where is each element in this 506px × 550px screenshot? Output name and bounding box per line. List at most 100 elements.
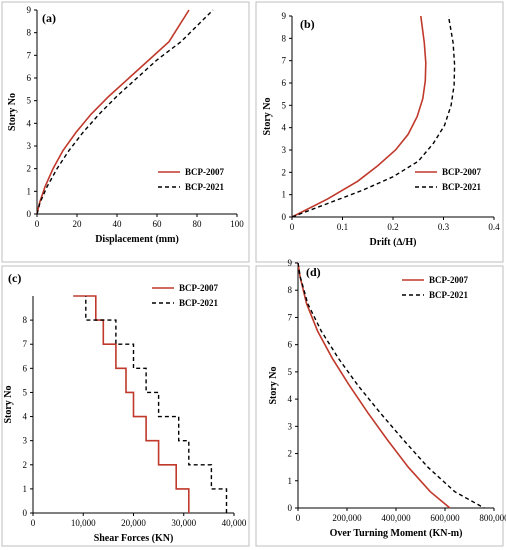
- panel-b-y-tick-label: 0: [282, 212, 287, 222]
- panel-b-border: [255, 1, 504, 263]
- panel-a-x-axis-title: Displacement (mm): [95, 234, 179, 245]
- panel-a-x-tick-label: 100: [230, 219, 244, 229]
- panel-b-x-tick-label: 0.4: [488, 222, 500, 232]
- panel-d-y-tick-label: 6: [288, 340, 293, 350]
- panel-c: 0 10,000 20,000 30,000 40,000 0 1 2 3 4 5 6 7 8 Shear …: [1, 265, 250, 547]
- panel-a-y-tick-label: 8: [27, 28, 32, 38]
- panel-a-y-tick-label: 2: [27, 164, 32, 174]
- panel-c-x-tick-label: 0: [31, 518, 36, 528]
- panel-a-y-tick-label: 3: [27, 141, 32, 151]
- panel-a-y-tick-label: 0: [27, 209, 32, 219]
- panel-d-tag: (d): [306, 265, 321, 279]
- panel-a-series-bcp-2021: [36, 9, 214, 215]
- panel-d-border: [255, 265, 504, 547]
- panel-a-y-tick-label: 7: [27, 50, 32, 60]
- panel-a-y-tick-label: 9: [27, 5, 32, 15]
- panel-a-y-tick-label: 5: [27, 96, 32, 106]
- panel-a-x-tick-label: 0: [35, 219, 40, 229]
- panel-c-y-tick-label: 4: [23, 412, 28, 422]
- panel-a-x-tick-label: 40: [113, 219, 123, 229]
- panel-b-x-tick-label: 0: [290, 222, 295, 232]
- panel-d-x-axis-title: Over Turning Moment (KN-m): [330, 528, 463, 539]
- panel-d-series-bcp-2007: [297, 262, 451, 509]
- panel-b-y-tick-label: 3: [282, 145, 287, 155]
- panel-d-x-tick-label: 200,000: [332, 513, 362, 523]
- panel-b-y-axis-title: Story No: [262, 97, 273, 135]
- panel-a-y-tick-label: 6: [27, 73, 32, 83]
- panel-c-y-tick-label: 1: [23, 484, 28, 494]
- panel-c-y-tick-label: 3: [23, 436, 28, 446]
- panel-d-y-axis-title: Story No: [268, 366, 279, 404]
- panel-b-tag: (b): [300, 17, 315, 31]
- panel-c-legend-label: BCP-2007: [179, 283, 218, 293]
- panel-b-legend-label: BCP-2007: [442, 167, 481, 177]
- panel-a-x-tick-label: 20: [73, 219, 83, 229]
- panel-a-y-tick-label: 1: [27, 186, 32, 196]
- panel-b-series-bcp-2021: [291, 15, 456, 218]
- panel-b-y-tick-label: 5: [282, 100, 287, 110]
- panel-d-y-tick-label: 2: [288, 449, 293, 459]
- panel-b-y-tick-label: 8: [282, 33, 287, 43]
- panel-c-legend: BCP-2007 BCP-2021: [152, 283, 218, 308]
- panel-a-border: [1, 1, 250, 263]
- panel-a-x-tick-label: 60: [153, 219, 163, 229]
- panel-a-y-tick-label: 4: [27, 118, 32, 128]
- panel-b-series-bcp-2007: [291, 15, 427, 218]
- panel-d-y-tick-label: 5: [288, 367, 293, 377]
- panel-d-y-tick-label: 4: [288, 394, 293, 404]
- panel-b-y-tick-label: 9: [282, 11, 287, 21]
- panel-b-y-tick-label: 2: [282, 167, 287, 177]
- panel-d-legend-label: BCP-2021: [429, 290, 468, 300]
- panel-d-y-tick-label: 7: [288, 312, 293, 322]
- panel-b-x-tick-label: 0.1: [337, 222, 348, 232]
- panel-c-y-tick-label: 7: [23, 339, 28, 349]
- panel-a-tag: (a): [42, 11, 56, 25]
- panel-b-legend: BCP-2007 BCP-2021: [415, 167, 481, 192]
- panel-b-y-tick-label: 1: [282, 190, 287, 200]
- panel-d-x-tick-label: 400,000: [381, 513, 411, 523]
- panel-d-y-tick-label: 9: [288, 258, 293, 268]
- panel-b-x-tick-label: 0.3: [438, 222, 450, 232]
- panel-a-y-axis-title: Story No: [7, 93, 18, 131]
- panel-a-x-tick-label: 80: [193, 219, 203, 229]
- panel-d-legend: BCP-2007 BCP-2021: [402, 275, 468, 300]
- panel-c-y-tick-label: 6: [23, 363, 28, 373]
- panel-c-tag: (c): [8, 271, 21, 285]
- panel-d-x-tick-label: 600,000: [430, 513, 460, 523]
- panel-c-x-tick-label: 30,000: [171, 518, 196, 528]
- panel-d-y-tick-label: 8: [288, 285, 293, 295]
- panel-c-x-tick-label: 20,000: [121, 518, 146, 528]
- panel-a: 0 20 40 60 80 100 0 1 2 3 4 5 6 7 8 9 Displacement (mm) S…: [1, 1, 250, 263]
- panel-c-x-tick-label: 40,000: [222, 518, 247, 528]
- panel-a-legend: BCP-2007 BCP-2021: [158, 167, 224, 192]
- panel-c-series-bcp-2007: [73, 295, 190, 513]
- panel-b-y-tick-label: 7: [282, 56, 287, 66]
- panel-b-y-tick-label: 4: [282, 123, 287, 133]
- panel-c-border: [1, 265, 250, 547]
- panel-c-x-axis-title: Shear Forces (KN): [94, 533, 174, 544]
- panel-c-legend-label: BCP-2021: [179, 298, 218, 308]
- panel-c-y-tick-label: 0: [23, 508, 28, 518]
- panel-b-x-tick-label: 0.2: [387, 222, 398, 232]
- panel-d-x-tick-label: 800,000: [479, 513, 506, 523]
- panel-d-y-tick-label: 0: [288, 503, 293, 513]
- panel-a-legend-label: BCP-2021: [185, 182, 224, 192]
- panel-d: 0 200,000 400,000 600,000 800,000 0 1 2 3 4 5 6 7 8 9 O…: [255, 258, 506, 547]
- panel-b-x-axis-title: Drift (∆/H): [370, 237, 417, 248]
- panel-c-y-tick-label: 2: [23, 460, 28, 470]
- panel-c-y-tick-label: 5: [23, 387, 28, 397]
- panel-d-y-tick-label: 3: [288, 421, 293, 431]
- panel-c-series-bcp-2021: [85, 296, 228, 513]
- panel-b: 0 0.1 0.2 0.3 0.4 0 1 2 3 4 5 6 7 8 9 Drift (∆/H) Story …: [255, 1, 504, 263]
- panel-c-x-tick-label: 10,000: [71, 518, 96, 528]
- panel-b-legend-label: BCP-2021: [442, 182, 481, 192]
- panel-a-series-bcp-2007: [36, 9, 190, 215]
- panel-c-y-tick-label: 8: [23, 315, 28, 325]
- panel-c-y-axis-title: Story No: [3, 385, 14, 423]
- panel-d-legend-label: BCP-2007: [429, 275, 468, 285]
- panel-b-y-tick-label: 6: [282, 78, 287, 88]
- panel-d-x-tick-label: 0: [296, 513, 301, 523]
- panel-a-legend-label: BCP-2007: [185, 167, 224, 177]
- panel-d-y-tick-label: 1: [288, 476, 293, 486]
